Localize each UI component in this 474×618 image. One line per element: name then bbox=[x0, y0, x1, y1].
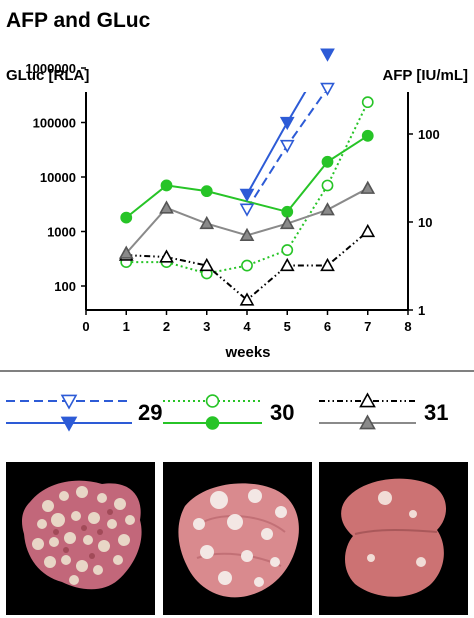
x-tick-label: 7 bbox=[364, 319, 371, 334]
data-point-31-gluc bbox=[279, 215, 295, 230]
axes: 0 1 2 3 4 5 6 7 8 100 1000 10000 100000 1000000 1 10 100 bbox=[25, 61, 439, 334]
left-tick-label: 1000 bbox=[47, 225, 76, 240]
data-point-31-gluc bbox=[118, 245, 134, 259]
data-point-31-afp bbox=[199, 257, 215, 272]
photo-mouse-29 bbox=[6, 462, 155, 615]
data-point-30-gluc bbox=[321, 155, 334, 168]
data-point-30-afp bbox=[281, 244, 294, 256]
data-point-29-gluc bbox=[320, 48, 335, 62]
legend-marker-31-afp bbox=[359, 392, 376, 408]
legend-marker-30-gluc bbox=[205, 416, 220, 430]
data-point-30-afp bbox=[361, 96, 374, 109]
data-point-29-afp bbox=[239, 203, 255, 217]
data-point-29-gluc bbox=[239, 188, 255, 203]
x-tick-label: 4 bbox=[243, 319, 251, 334]
x-tick-label: 5 bbox=[284, 319, 291, 334]
data-point-31-afp bbox=[159, 249, 174, 263]
data-point-29-gluc bbox=[279, 116, 295, 131]
right-tick-label: 1 bbox=[418, 303, 425, 318]
data-point-30-gluc bbox=[200, 185, 213, 198]
x-tick-label: 2 bbox=[163, 319, 170, 334]
x-tick-label: 6 bbox=[324, 319, 331, 334]
data-point-30-gluc bbox=[281, 205, 294, 218]
data-point-31-gluc bbox=[159, 200, 174, 214]
data-point-31-afp bbox=[279, 257, 295, 272]
data-point-30-afp bbox=[241, 259, 253, 272]
x-axis-label: weeks bbox=[224, 344, 270, 361]
left-tick-label: 10000 bbox=[40, 170, 76, 185]
marker-layer bbox=[118, 48, 376, 306]
left-tick-label: 1000000 bbox=[25, 61, 76, 76]
legend-label-29: 29 bbox=[138, 400, 162, 425]
data-point-29-afp bbox=[279, 139, 295, 154]
data-point-30-gluc bbox=[160, 179, 173, 192]
legend-label-30: 30 bbox=[270, 400, 294, 425]
data-point-31-gluc bbox=[360, 180, 376, 194]
legend-marker-29-gluc bbox=[60, 416, 78, 432]
data-point-29-afp bbox=[320, 82, 335, 97]
photo-mouse-31 bbox=[319, 462, 468, 615]
legend-label-31: 31 bbox=[424, 400, 448, 425]
legend-marker-31-gluc bbox=[359, 414, 376, 430]
data-point-30-gluc bbox=[361, 129, 374, 142]
legend: 29 30 31 bbox=[6, 392, 448, 432]
data-point-31-afp bbox=[320, 257, 335, 272]
legend-marker-30-afp bbox=[205, 394, 220, 408]
left-tick-label: 100 bbox=[54, 279, 76, 294]
photo-mouse-30 bbox=[163, 462, 312, 615]
x-tick-label: 0 bbox=[82, 319, 89, 334]
x-tick-label: 1 bbox=[123, 319, 130, 334]
data-point-30-gluc bbox=[120, 211, 133, 224]
data-point-31-afp bbox=[360, 223, 376, 238]
liver-29-image bbox=[6, 462, 155, 615]
right-axis-label: AFP [IU/mL] bbox=[382, 67, 468, 84]
left-tick-label: 100000 bbox=[33, 116, 76, 131]
right-tick-label: 100 bbox=[418, 127, 440, 142]
data-point-31-gluc bbox=[320, 202, 335, 216]
left-axis-label: GLuc [RLA] bbox=[6, 67, 89, 84]
data-point-31-gluc bbox=[239, 227, 255, 241]
data-point-31-gluc bbox=[199, 215, 215, 230]
x-tick-label: 3 bbox=[203, 319, 210, 334]
right-tick-label: 10 bbox=[418, 215, 432, 230]
liver-31-image bbox=[319, 462, 468, 615]
data-point-31-afp bbox=[239, 292, 255, 306]
figure-canvas: AFP and GLuc GLuc [RLA] AFP [IU/mL] week… bbox=[0, 9, 474, 432]
chart-title: AFP and GLuc bbox=[6, 9, 151, 32]
x-tick-label: 8 bbox=[404, 319, 411, 334]
liver-30-image bbox=[163, 462, 312, 615]
legend-marker-29-afp bbox=[60, 394, 78, 410]
data-point-30-afp bbox=[321, 179, 334, 192]
